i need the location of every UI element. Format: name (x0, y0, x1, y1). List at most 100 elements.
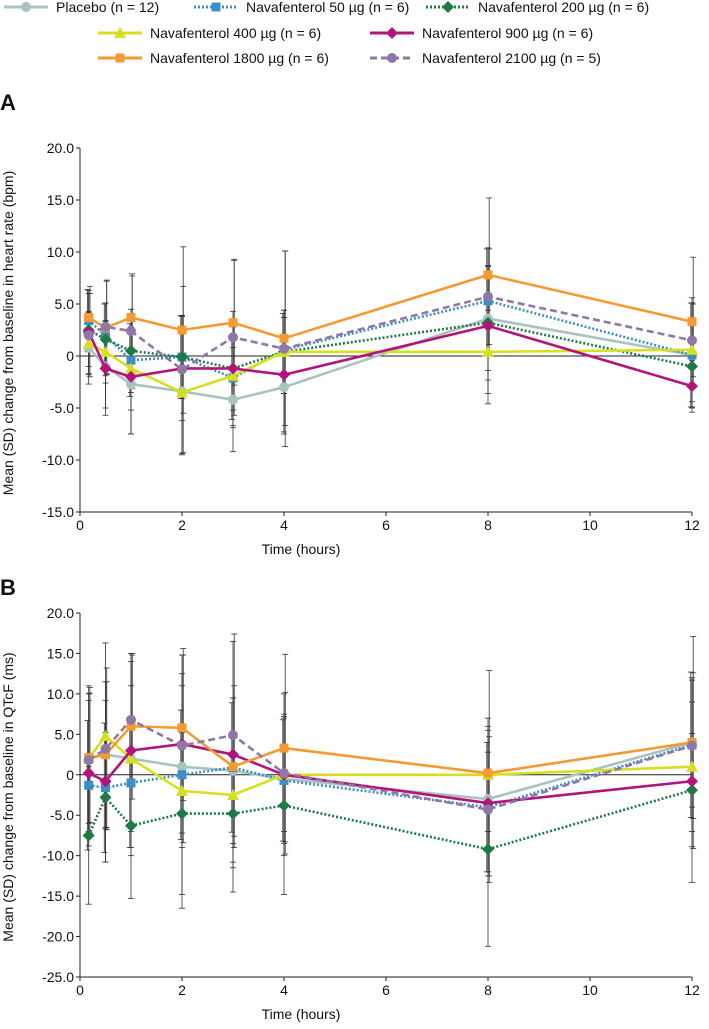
data-point-n900 (482, 319, 494, 332)
panel-a-x-tick-label: 4 (280, 517, 288, 533)
data-point-n1800 (84, 313, 94, 323)
data-point-n400 (125, 362, 137, 374)
panel-a-y-tick-label: 20.0 (47, 140, 74, 156)
panel-b-x-tick-label: 4 (280, 982, 288, 998)
panel-a-y-tick-label: 15.0 (47, 192, 74, 208)
data-point-n2100 (687, 740, 697, 751)
legend-label-n900: Navafenterol 900 µg (n = 6) (422, 25, 593, 41)
data-point-n2100 (100, 321, 111, 332)
legend-item-n50: Navafenterol 50 µg (n = 6) (194, 0, 409, 15)
data-point-n2100 (177, 740, 187, 751)
panel-a-letter: A (0, 90, 16, 115)
data-point-n200 (125, 819, 137, 832)
data-point-n400 (176, 386, 188, 398)
legend-item-n400: Navafenterol 400 µg (n = 6) (98, 25, 321, 41)
data-point-n1800 (101, 750, 110, 760)
panel-a-y-tick-label: -15.0 (42, 504, 74, 520)
panel-b-letter: B (0, 575, 16, 600)
data-point-n1800 (279, 743, 289, 753)
data-point-n1800 (228, 762, 238, 772)
data-point-n400 (82, 337, 95, 349)
data-point-n50 (84, 780, 94, 790)
panel-a: A Time (hours) Mean (SD) change from bas… (0, 90, 700, 557)
data-point-n1800 (687, 317, 697, 327)
data-point-n200 (278, 799, 290, 812)
panel-b-y-tick-label: 20.0 (47, 605, 74, 621)
panel-b-x-tick-label: 12 (684, 982, 700, 998)
data-point-n50 (126, 355, 136, 365)
data-point-n1800 (228, 318, 238, 328)
panel-b-series-n200 (82, 784, 698, 856)
legend-label-n50: Navafenterol 50 µg (n = 6) (246, 0, 409, 15)
data-point-n1800 (126, 721, 136, 731)
data-point-n2100 (279, 343, 289, 354)
panel-b-y-tick-label: 15.0 (47, 645, 74, 661)
panel-a-x-tick-label: 0 (76, 517, 84, 533)
data-point-n900 (278, 368, 290, 381)
panel-b-y-tick-label: -10.0 (42, 848, 74, 864)
panel-b-x-tick-label: 10 (582, 982, 598, 998)
legend-item-n1800: Navafenterol 1800 µg (n = 6) (98, 50, 329, 66)
data-point-n200 (176, 351, 188, 364)
legend-item-n200: Navafenterol 200 µg (n = 6) (426, 0, 649, 15)
data-point-placebo (228, 394, 238, 405)
data-point-n2100 (177, 364, 187, 375)
data-point-n200 (686, 360, 698, 373)
data-point-n1800 (177, 325, 187, 335)
panel-b-y-tick-label: -5.0 (50, 807, 74, 823)
legend-marker-n400 (114, 27, 126, 38)
legend: Placebo (n = 12) Navafenterol 50 µg (n = … (4, 0, 649, 66)
data-point-n200 (686, 784, 698, 797)
panel-b-y-tick-label: -20.0 (42, 929, 74, 945)
series-line-n200 (88, 321, 693, 370)
data-point-n400 (482, 345, 494, 357)
panel-a-x-tick-label: 8 (484, 517, 492, 533)
panel-a-y-tick-label: 10.0 (47, 244, 74, 260)
panel-a-y-tick-label: 5.0 (55, 296, 75, 312)
data-point-n50 (101, 783, 110, 793)
panel-b: B Time (hours) Mean (SD) change from bas… (0, 575, 700, 1022)
panel-b-x-tick-label: 0 (76, 982, 84, 998)
data-point-n200 (99, 791, 112, 804)
panel-a-series-n2100 (83, 291, 697, 375)
legend-label-n1800: Navafenterol 1800 µg (n = 6) (150, 50, 329, 66)
data-point-n200 (176, 807, 188, 820)
legend-label-n200: Navafenterol 200 µg (n = 6) (478, 0, 649, 15)
data-point-n400 (99, 345, 112, 357)
data-point-n900 (686, 775, 698, 788)
data-point-placebo (177, 761, 187, 772)
data-point-n400 (176, 784, 188, 796)
panel-a-y-tick-label: 0 (66, 348, 74, 364)
data-point-n1800 (177, 723, 187, 733)
legend-marker-n200 (442, 1, 454, 13)
data-point-placebo (279, 382, 289, 393)
panel-b-y-tick-label: -15.0 (42, 888, 74, 904)
legend-marker-placebo (21, 2, 31, 12)
panel-a-error-bars (84, 197, 697, 456)
legend-marker-n2100 (387, 53, 397, 63)
legend-item-n2100: Navafenterol 2100 µg (n = 5) (370, 50, 601, 66)
data-point-n400 (125, 752, 137, 764)
data-point-n400 (686, 343, 698, 355)
data-point-placebo (126, 379, 136, 390)
panel-b-x-tick-label: 2 (178, 982, 186, 998)
data-point-n900 (686, 380, 698, 393)
series-line-n200 (87, 788, 693, 851)
series-line-n2100 (87, 718, 693, 811)
data-point-n2100 (100, 743, 111, 754)
panel-a-y-axis-title: Mean (SD) change from baseline in heart … (0, 171, 16, 495)
data-point-n2100 (83, 755, 94, 766)
data-point-n2100 (83, 330, 94, 341)
data-point-n50 (177, 770, 187, 780)
data-point-n200 (125, 344, 137, 357)
panel-b-y-tick-label: 10.0 (47, 686, 74, 702)
panel-b-x-axis-title: Time (hours) (262, 1006, 341, 1022)
data-point-n200 (99, 333, 112, 346)
data-point-n900 (227, 748, 239, 761)
legend-item-n900: Navafenterol 900 µg (n = 6) (370, 25, 593, 41)
legend-marker-n1800 (115, 53, 125, 63)
data-point-n1800 (126, 313, 136, 323)
panel-a-y-tick-label: -5.0 (50, 400, 74, 416)
panel-b-x-tick-label: 6 (382, 982, 390, 998)
